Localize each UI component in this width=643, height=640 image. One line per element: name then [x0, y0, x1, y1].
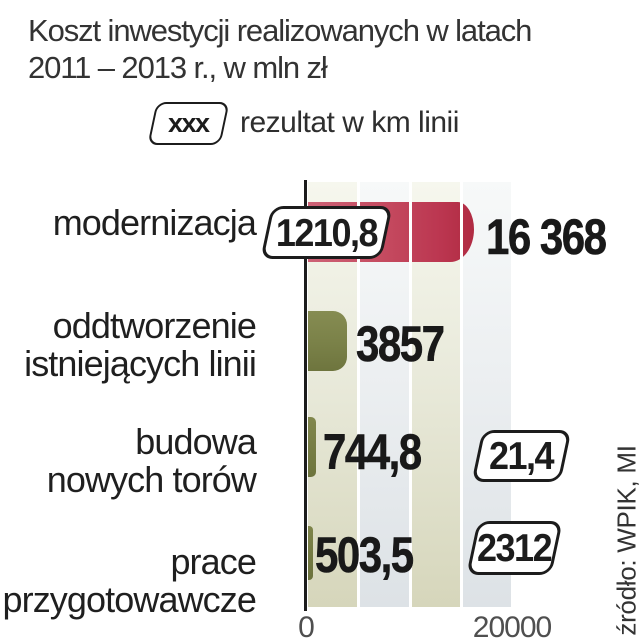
- category-label-prace: prace przygotowawcze: [0, 543, 256, 619]
- value-label-prace: 503,5: [315, 526, 415, 583]
- x-tick-0: 0: [298, 611, 315, 640]
- km-result-box-prace: 2312: [466, 521, 563, 575]
- category-line: modernizacja: [52, 202, 257, 243]
- km-result-box-budowa: 21,4: [471, 430, 572, 482]
- km-result-value: 2312: [477, 525, 552, 570]
- value-label-modernizacja: 16 368: [486, 208, 607, 265]
- gridline-15000: [460, 182, 463, 607]
- legend-xxx-label: xxx: [168, 108, 209, 138]
- value-label-budowa: 744,8: [323, 423, 423, 480]
- bar-budowa: [308, 417, 316, 477]
- category-line: istniejących linii: [24, 343, 257, 384]
- category-line: przygotowawcze: [2, 579, 256, 620]
- bar-oddtworzenie: [308, 311, 347, 371]
- category-label-budowa: budowa nowych torów: [0, 421, 257, 500]
- category-line: prace: [170, 541, 256, 582]
- legend-xxx-box: xxx: [147, 102, 230, 145]
- chart-title-line-2: 2011 – 2013 r., w mln zł: [28, 50, 328, 85]
- gridline-10000: [409, 182, 412, 607]
- category-line: oddtworzenie: [52, 305, 257, 346]
- category-label-oddtworzenie: oddtworzenie istniejących linii: [0, 305, 257, 384]
- gridline-5000: [357, 182, 360, 607]
- km-result-value: 21,4: [489, 433, 554, 478]
- category-line: nowych torów: [46, 459, 257, 500]
- chart-title-line-1: Koszt inwestycji realizowanych w latach: [28, 13, 532, 48]
- category-label-modernizacja: modernizacja: [0, 202, 257, 243]
- x-tick-20000: 20000: [472, 611, 552, 640]
- legend-label: rezultat w km linii: [240, 106, 459, 139]
- bar-prace: [308, 526, 313, 580]
- y-axis-line: [304, 180, 307, 611]
- value-label-oddtworzenie: 3857: [356, 315, 445, 372]
- km-result-box-modernizacja: 1210,8: [260, 206, 393, 259]
- category-line: budowa: [135, 421, 257, 462]
- source-credit: źródło: WPIK, MI: [611, 445, 642, 636]
- km-result-value: 1210,8: [275, 209, 378, 255]
